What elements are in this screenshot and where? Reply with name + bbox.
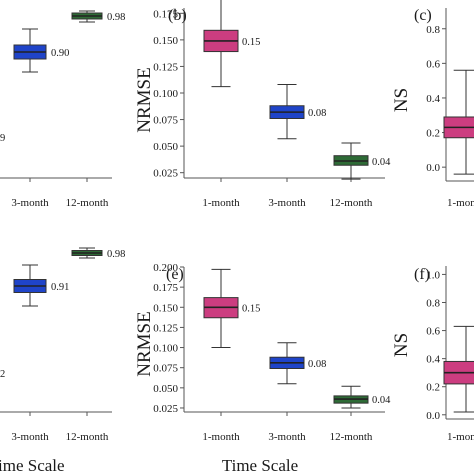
panel-c-label: (c) — [414, 7, 432, 24]
panel-e-12-month-box-group: 0.04 — [333, 385, 391, 409]
panel-e-1-month-box-group: 0.15 — [203, 268, 260, 349]
panel-b-y-tick-label: 0.025 — [153, 168, 178, 180]
panel-b-x-tick-label: 12-month — [330, 197, 373, 209]
panel-d-3-month-box-value-label: 0.91 — [51, 282, 69, 293]
panel-e-y-tick-label: 0.100 — [153, 343, 178, 355]
panel-b-1-month-box-value-label: 0.15 — [242, 37, 260, 48]
panel-e-x-tick-label: 1-month — [202, 431, 240, 443]
panel-a-3-month-box-value-label: 0.90 — [51, 48, 69, 59]
panel-c-y-tick-label: 0.6 — [426, 58, 440, 70]
panel-d-fragment-label: 2 — [0, 369, 5, 380]
panel-e-x-tick-label: 12-month — [330, 431, 373, 443]
panel-b-3-month-box-value-label: 0.08 — [308, 108, 326, 119]
panel-f-y-tick-label: 1.0 — [426, 269, 440, 281]
panel-f-y-tick-label: 0.0 — [426, 410, 440, 422]
x-title-left: ime Scale — [0, 456, 65, 474]
panel-e-y-tick-label: 0.150 — [153, 302, 178, 314]
panel-d-x-tick-label: 12-month — [66, 431, 109, 443]
panel-c-y-tick-label: 0.4 — [426, 93, 440, 105]
panel-e-y-tick-label: 0.075 — [153, 363, 178, 375]
panel-b-x-tick-label: 3-month — [268, 197, 306, 209]
panel-b-label: (b) — [168, 7, 187, 24]
panel-e-y-tick-label: 0.050 — [153, 383, 178, 395]
panel-c-x-tick-label: 1-month — [447, 197, 474, 209]
panel-f-y-tick-label: 0.4 — [426, 354, 440, 366]
panel-e-3-month-box-value-label: 0.08 — [308, 359, 326, 370]
panel-b-12-month-box-value-label: 0.04 — [372, 157, 391, 168]
panel-b-y-tick-label: 0.100 — [153, 88, 178, 100]
panel-a-x-tick-label: 12-month — [66, 197, 109, 209]
panel-d-x-tick-label: 3-month — [11, 431, 49, 443]
panel-f-y-tick-label: 0.2 — [426, 382, 440, 394]
panel-e-label: (e) — [166, 266, 184, 283]
panel-a-12-month-box-value-label: 0.98 — [107, 12, 125, 23]
panel-f-label: (f) — [414, 266, 430, 283]
panel-f-y-axis-title: NS — [391, 333, 412, 357]
x-title-middle: Time Scale — [222, 456, 298, 474]
panel-e-y-tick-label: 0.200 — [153, 262, 178, 274]
panel-b-y-tick-label: 0.075 — [153, 115, 178, 127]
panel-c-y-tick-label: 0.2 — [426, 128, 440, 140]
panel-e-3-month-box-group: 0.08 — [269, 342, 326, 385]
panel-f-y-tick-label: 0.6 — [426, 326, 440, 338]
panel-b-x-tick-label: 1-month — [202, 197, 240, 209]
panel-e-x-tick-label: 3-month — [268, 431, 306, 443]
panel-e-1-month-box-value-label: 0.15 — [242, 303, 260, 314]
panel-b-3-month-box-group: 0.08 — [269, 84, 326, 140]
panel-c-y-tick-label: 0.0 — [426, 162, 440, 174]
panel-b-y-axis-title: NRMSE — [134, 67, 155, 132]
panel-e-y-tick-label: 0.175 — [153, 282, 178, 294]
panel-b-y-tick-label: 0.125 — [153, 61, 178, 73]
panel-d-12-month-box-value-label: 0.98 — [107, 249, 125, 260]
panel-b-y-tick-label: 0.175 — [153, 8, 178, 20]
panel-f-1-month-box-group — [443, 325, 474, 413]
panel-a-x-tick-label: 3-month — [11, 197, 49, 209]
panel-f-x-tick-label: 1-month — [447, 431, 474, 443]
panel-b-y-tick-label: 0.150 — [153, 35, 178, 47]
panel-c-1-month-box-group — [443, 69, 474, 175]
panel-e-y-tick-label: 0.025 — [153, 403, 178, 415]
panel-f-y-tick-label: 0.8 — [426, 297, 440, 309]
panel-e-y-tick-label: 0.125 — [153, 322, 178, 334]
panel-c-y-tick-label: 0.8 — [426, 24, 440, 36]
panel-e-y-axis-title: NRMSE — [134, 311, 155, 376]
panel-b-12-month-box-group: 0.04 — [333, 142, 391, 180]
panel-b-1-month-box-group: 0.15 — [203, 0, 260, 88]
panel-e-12-month-box-value-label: 0.04 — [372, 395, 391, 406]
panel-c-y-axis-title: NS — [391, 88, 412, 112]
panel-b-y-tick-label: 0.050 — [153, 141, 178, 153]
panel-a-fragment-label: 9 — [0, 133, 5, 144]
